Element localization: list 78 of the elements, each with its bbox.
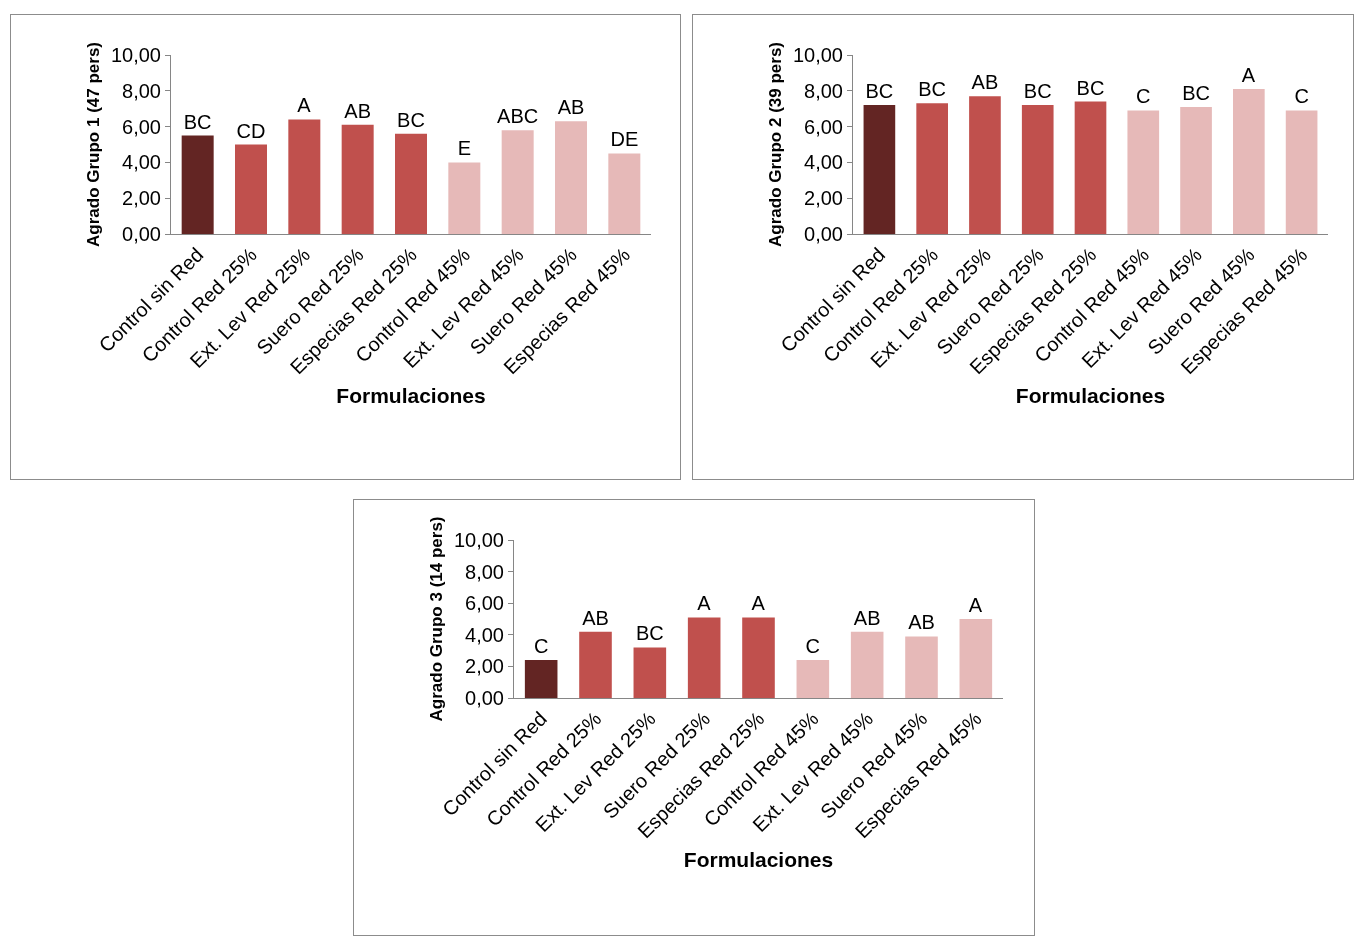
data-label: BC	[1182, 81, 1210, 104]
y-tick-label: 2,00	[465, 655, 504, 678]
data-label: AB	[853, 606, 881, 629]
data-label: A	[1241, 64, 1256, 87]
bar	[1074, 101, 1107, 234]
data-label: BC	[1076, 76, 1105, 99]
bar	[1285, 110, 1318, 234]
bar	[235, 144, 267, 234]
y-tick-label: 4,00	[122, 151, 161, 174]
bar	[1180, 106, 1212, 234]
data-label: ABC	[497, 105, 539, 128]
data-label: BC	[635, 622, 664, 645]
y-tick-label: 4,00	[465, 623, 504, 646]
bar	[742, 617, 775, 698]
data-label: A	[297, 94, 312, 117]
data-label: BC	[397, 108, 425, 131]
bar	[555, 121, 587, 234]
x-axis-title: Formulaciones	[336, 383, 486, 407]
y-tick-label: 6,00	[122, 115, 161, 138]
bar	[448, 162, 481, 234]
y-tick-label: 0,00	[465, 687, 504, 709]
y-tick-label: 8,00	[804, 79, 843, 102]
bar	[501, 130, 534, 234]
data-label: C	[1294, 85, 1309, 108]
data-label: DE	[610, 128, 639, 151]
y-tick-label: 0,00	[122, 223, 161, 245]
data-label: A	[697, 592, 712, 615]
bar	[608, 153, 641, 234]
bar	[916, 103, 948, 234]
y-tick-label: 10,00	[792, 44, 843, 66]
y-axis-title: Agrado Grupo 1 (47 pers)	[84, 42, 104, 247]
y-axis-title: Agrado Grupo 2 (39 pers)	[766, 42, 786, 247]
bar	[1127, 110, 1160, 234]
data-label: A	[968, 594, 983, 616]
data-label: C	[1136, 85, 1151, 108]
data-label: C	[533, 635, 549, 658]
data-label: AB	[344, 99, 372, 122]
bar	[850, 631, 884, 698]
y-tick-label: 2,00	[122, 187, 161, 210]
y-tick-label: 8,00	[465, 560, 504, 583]
data-label: AB	[557, 96, 585, 119]
bar	[969, 96, 1001, 234]
data-label: AB	[908, 611, 935, 634]
y-tick-label: 6,00	[465, 592, 504, 615]
y-tick-label: 10,00	[110, 44, 161, 66]
bar	[341, 124, 374, 234]
bar	[288, 119, 321, 234]
y-tick-label: 2,00	[804, 187, 843, 210]
bar	[863, 105, 896, 234]
bar	[579, 631, 612, 698]
bar	[181, 135, 214, 234]
bar	[905, 636, 938, 698]
x-axis-title: Formulaciones	[1015, 383, 1166, 407]
y-tick-label: 6,00	[804, 115, 843, 138]
x-axis-title: Formulaciones	[683, 847, 834, 871]
bar	[687, 617, 721, 698]
y-axis-title: Agrado Grupo 3 (14 pers)	[427, 516, 447, 722]
bar	[1021, 105, 1054, 234]
data-label: C	[805, 635, 821, 658]
bar	[959, 619, 993, 698]
data-label: CD	[236, 119, 266, 142]
y-tick-label: 8,00	[122, 79, 161, 102]
data-label: E	[457, 137, 471, 160]
bar	[796, 660, 830, 698]
y-tick-label: 0,00	[804, 223, 843, 245]
data-label: BC	[865, 80, 894, 103]
data-label: BC	[183, 110, 212, 133]
bar	[633, 647, 667, 698]
bar	[1233, 89, 1265, 234]
data-label: AB	[971, 71, 999, 94]
bar	[395, 133, 427, 234]
y-tick-label: 4,00	[804, 151, 843, 174]
data-label: BC	[1023, 80, 1052, 103]
bar	[524, 660, 558, 698]
data-label: A	[751, 592, 766, 615]
y-tick-label: 10,00	[453, 529, 504, 551]
data-label: BC	[918, 78, 947, 101]
data-label: AB	[582, 606, 609, 629]
